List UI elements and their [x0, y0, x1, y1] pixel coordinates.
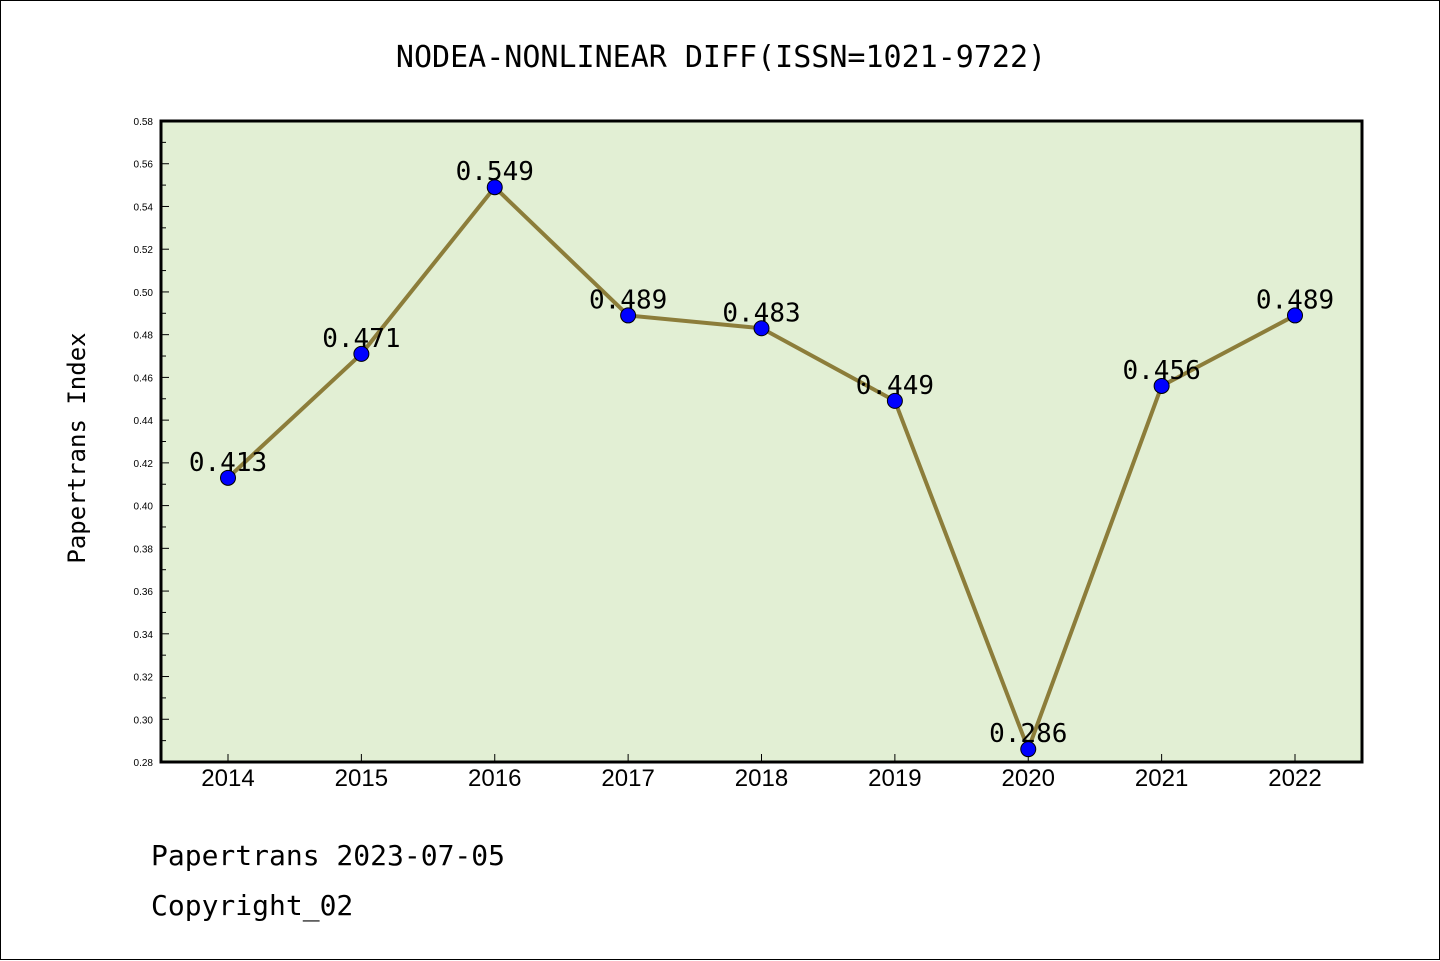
- data-point: [620, 307, 637, 324]
- y-tick-label: 0.36: [134, 587, 154, 598]
- data-point: [1020, 741, 1037, 758]
- x-tick-label: 2016: [468, 765, 521, 792]
- data-label: 0.489: [1256, 285, 1334, 315]
- data-labels-layer: 0.413 0.471 0.549 0.489 0.483 0.449 0.286 0.456…: [189, 157, 1334, 749]
- data-point: [220, 469, 236, 486]
- series-layer: [220, 179, 1303, 758]
- data-label: 0.471: [322, 324, 400, 354]
- x-tick-label: 2014: [201, 765, 254, 792]
- x-tick-label: 2017: [601, 765, 654, 792]
- data-label: 0.456: [1122, 356, 1200, 386]
- y-tick-label: 0.30: [134, 715, 154, 726]
- y-tick-label: 0.32: [134, 673, 154, 684]
- data-point: [353, 345, 370, 362]
- data-label: 0.483: [722, 298, 800, 328]
- x-axis-ticks: 2014 2015 2016 2017 2018 2019 2020 2021 2022: [201, 754, 1322, 792]
- data-label: 0.286: [989, 719, 1067, 749]
- chart-title: NODEA-NONLINEAR DIFF(ISSN=1021-9722): [396, 40, 1046, 75]
- y-tick-label: 0.28: [134, 758, 154, 769]
- y-tick-label: 0.38: [134, 544, 154, 555]
- footer-date: Papertrans 2023-07-05: [151, 839, 505, 872]
- x-tick-label: 2021: [1135, 765, 1188, 792]
- data-label: 0.449: [856, 371, 934, 401]
- plot-area: [159, 119, 1364, 764]
- x-tick-label: 2015: [335, 765, 388, 792]
- data-point: [753, 320, 770, 337]
- x-tick-label: 2019: [868, 765, 921, 792]
- y-tick-label: 0.44: [134, 416, 154, 427]
- data-label: 0.549: [456, 157, 534, 187]
- data-label: 0.489: [589, 285, 667, 315]
- y-tick-label: 0.48: [134, 331, 154, 342]
- y-tick-label: 0.40: [134, 502, 154, 513]
- data-point: [1287, 307, 1303, 324]
- y-tick-label: 0.50: [134, 288, 154, 299]
- y-tick-label: 0.42: [134, 459, 154, 470]
- y-tick-label: 0.52: [134, 245, 154, 256]
- y-tick-label: 0.54: [134, 202, 154, 213]
- y-axis-label: Papertrans Index: [63, 332, 91, 563]
- footer-copyright: Copyright_02: [151, 889, 353, 923]
- data-label: 0.413: [189, 448, 267, 478]
- x-tick-label: 2022: [1268, 765, 1321, 792]
- x-tick-label: 2020: [1002, 765, 1055, 792]
- data-point: [886, 392, 903, 409]
- y-tick-label: 0.58: [134, 117, 154, 128]
- y-tick-label: 0.46: [134, 373, 154, 384]
- x-tick-label: 2018: [735, 765, 788, 792]
- y-tick-label: 0.56: [134, 160, 154, 171]
- data-point: [486, 179, 503, 196]
- y-tick-label: 0.34: [134, 630, 154, 641]
- y-axis-ticks: 0.28 0.30 0.32 0.34 0.36 0.38 0.40 0.42 0.44 0.46…: [134, 117, 169, 769]
- data-point: [1153, 377, 1170, 394]
